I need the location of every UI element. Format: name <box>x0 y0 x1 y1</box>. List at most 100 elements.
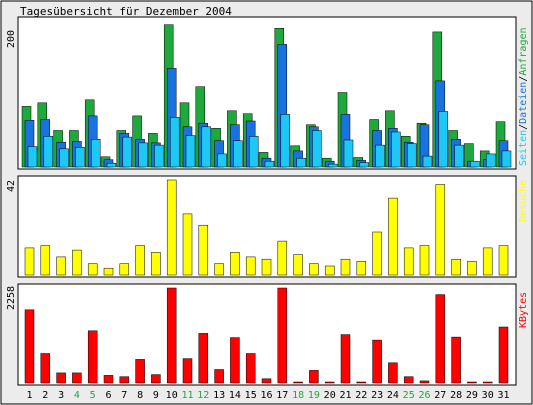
bar-requests-seiten-day-31 <box>501 150 512 168</box>
bar-requests-seiten-day-12 <box>201 126 212 168</box>
bar-requests-seiten-day-28 <box>454 144 464 168</box>
day-label-5: 5 <box>90 390 96 401</box>
bar-requests-seiten-day-17 <box>280 114 291 168</box>
legend-part-requests-4: Anfragen <box>518 27 529 75</box>
legend-part-visits-0: Besuche <box>518 180 529 222</box>
bar-kbytes-kbytes-day-21 <box>340 334 351 384</box>
bar-requests-seiten-day-23 <box>375 144 385 168</box>
bar-kbytes-kbytes-day-11 <box>182 358 193 384</box>
bar-requests-seiten-day-11 <box>185 135 196 168</box>
bar-visits-besuche-day-14 <box>230 252 240 276</box>
bar-kbytes-kbytes-day-26 <box>419 380 430 384</box>
bar-kbytes-kbytes-day-31 <box>498 326 509 384</box>
bar-requests-seiten-day-16 <box>264 160 275 168</box>
day-label-7: 7 <box>121 390 127 401</box>
bar-requests-seiten-day-9 <box>154 144 164 168</box>
panel-visits-max-label: 42 <box>6 180 17 192</box>
bar-kbytes-kbytes-day-4 <box>72 372 82 384</box>
bar-kbytes-kbytes-day-16 <box>261 378 272 384</box>
panel-kbytes-bars <box>24 287 509 384</box>
day-label-29: 29 <box>466 390 478 401</box>
day-label-26: 26 <box>418 390 430 401</box>
bar-visits-besuche-day-6 <box>103 267 114 276</box>
bar-visits-besuche-day-16 <box>261 258 272 276</box>
bar-kbytes-kbytes-day-5 <box>87 330 98 384</box>
bar-visits-besuche-day-11 <box>182 213 193 276</box>
bar-kbytes-kbytes-day-10 <box>166 287 177 384</box>
day-label-12: 12 <box>197 390 209 401</box>
day-label-13: 13 <box>213 390 225 401</box>
bar-visits-besuche-day-29 <box>467 261 477 276</box>
bar-requests-seiten-day-26 <box>422 155 433 168</box>
bar-requests-seiten-day-22 <box>359 162 370 168</box>
legend-part-requests-3: / <box>518 76 529 82</box>
bar-kbytes-kbytes-day-28 <box>451 336 461 384</box>
bar-kbytes-kbytes-day-27 <box>435 294 446 384</box>
day-label-10: 10 <box>166 390 178 401</box>
day-label-23: 23 <box>371 390 383 401</box>
day-label-27: 27 <box>434 390 446 401</box>
bar-requests-seiten-day-29 <box>470 160 480 168</box>
bar-kbytes-kbytes-day-15 <box>245 353 256 384</box>
bar-requests-seiten-day-3 <box>59 148 69 168</box>
day-label-22: 22 <box>355 390 367 401</box>
bar-kbytes-kbytes-day-29 <box>467 381 477 384</box>
day-label-19: 19 <box>308 390 320 401</box>
bar-requests-seiten-day-14 <box>233 140 243 168</box>
panel-requests-bars <box>21 24 512 168</box>
bar-kbytes-kbytes-day-13 <box>214 369 224 384</box>
bar-kbytes-kbytes-day-17 <box>277 287 288 384</box>
panel-requests: 200 Seiten/Dateien/Anfragen <box>6 16 529 170</box>
bar-visits-besuche-day-23 <box>372 231 382 276</box>
bar-kbytes-kbytes-day-7 <box>119 376 130 384</box>
day-label-20: 20 <box>324 390 336 401</box>
day-label-11: 11 <box>181 390 193 401</box>
bar-requests-seiten-day-27 <box>438 111 449 168</box>
bar-requests-seiten-day-6 <box>106 163 117 168</box>
bar-kbytes-kbytes-day-22 <box>356 381 367 384</box>
day-label-2: 2 <box>42 390 48 401</box>
day-label-25: 25 <box>403 390 415 401</box>
bar-kbytes-kbytes-day-6 <box>103 375 114 384</box>
bar-kbytes-kbytes-day-12 <box>198 333 209 384</box>
day-label-31: 31 <box>497 390 509 401</box>
chart-title: Tagesübersicht für Dezember 2004 <box>20 5 232 18</box>
day-label-30: 30 <box>482 390 494 401</box>
bar-kbytes-kbytes-day-20 <box>324 381 335 384</box>
bar-visits-besuche-day-9 <box>151 252 161 276</box>
bar-requests-seiten-day-4 <box>75 147 85 168</box>
legend-part-requests-1: / <box>518 124 529 130</box>
bar-requests-seiten-day-8 <box>138 142 148 168</box>
day-label-14: 14 <box>229 390 241 401</box>
bar-requests-seiten-day-18 <box>296 157 306 168</box>
panel-visits-bars <box>24 179 509 276</box>
bar-requests-seiten-day-30 <box>485 153 496 168</box>
bar-kbytes-kbytes-day-9 <box>151 374 161 384</box>
bar-kbytes-kbytes-day-24 <box>388 362 398 384</box>
bar-requests-seiten-day-21 <box>343 139 354 168</box>
panel-kbytes-max-label: 2258 <box>6 286 17 310</box>
panel-visits-legend: Besuche <box>518 180 529 222</box>
bar-visits-besuche-day-7 <box>119 263 130 276</box>
day-label-24: 24 <box>387 390 399 401</box>
day-label-1: 1 <box>26 390 32 401</box>
bar-visits-besuche-day-12 <box>198 224 209 276</box>
bar-visits-besuche-day-17 <box>277 240 288 276</box>
day-label-16: 16 <box>260 390 272 401</box>
bar-kbytes-kbytes-day-18 <box>293 381 303 384</box>
bar-visits-besuche-day-18 <box>293 254 303 276</box>
bar-kbytes-kbytes-day-1 <box>24 309 35 384</box>
bar-visits-besuche-day-24 <box>388 197 398 276</box>
bar-visits-besuche-day-13 <box>214 263 224 276</box>
legend-part-kbytes-0: KBytes <box>518 292 529 328</box>
day-label-28: 28 <box>450 390 462 401</box>
bar-requests-seiten-day-1 <box>27 146 38 168</box>
bar-visits-besuche-day-20 <box>324 265 335 276</box>
bar-visits-besuche-day-5 <box>87 263 98 276</box>
bar-kbytes-kbytes-day-23 <box>372 339 382 384</box>
day-label-15: 15 <box>245 390 257 401</box>
bar-kbytes-kbytes-day-3 <box>56 372 66 384</box>
bar-kbytes-kbytes-day-8 <box>135 359 145 384</box>
bar-visits-besuche-day-21 <box>340 258 351 276</box>
day-label-6: 6 <box>105 390 111 401</box>
